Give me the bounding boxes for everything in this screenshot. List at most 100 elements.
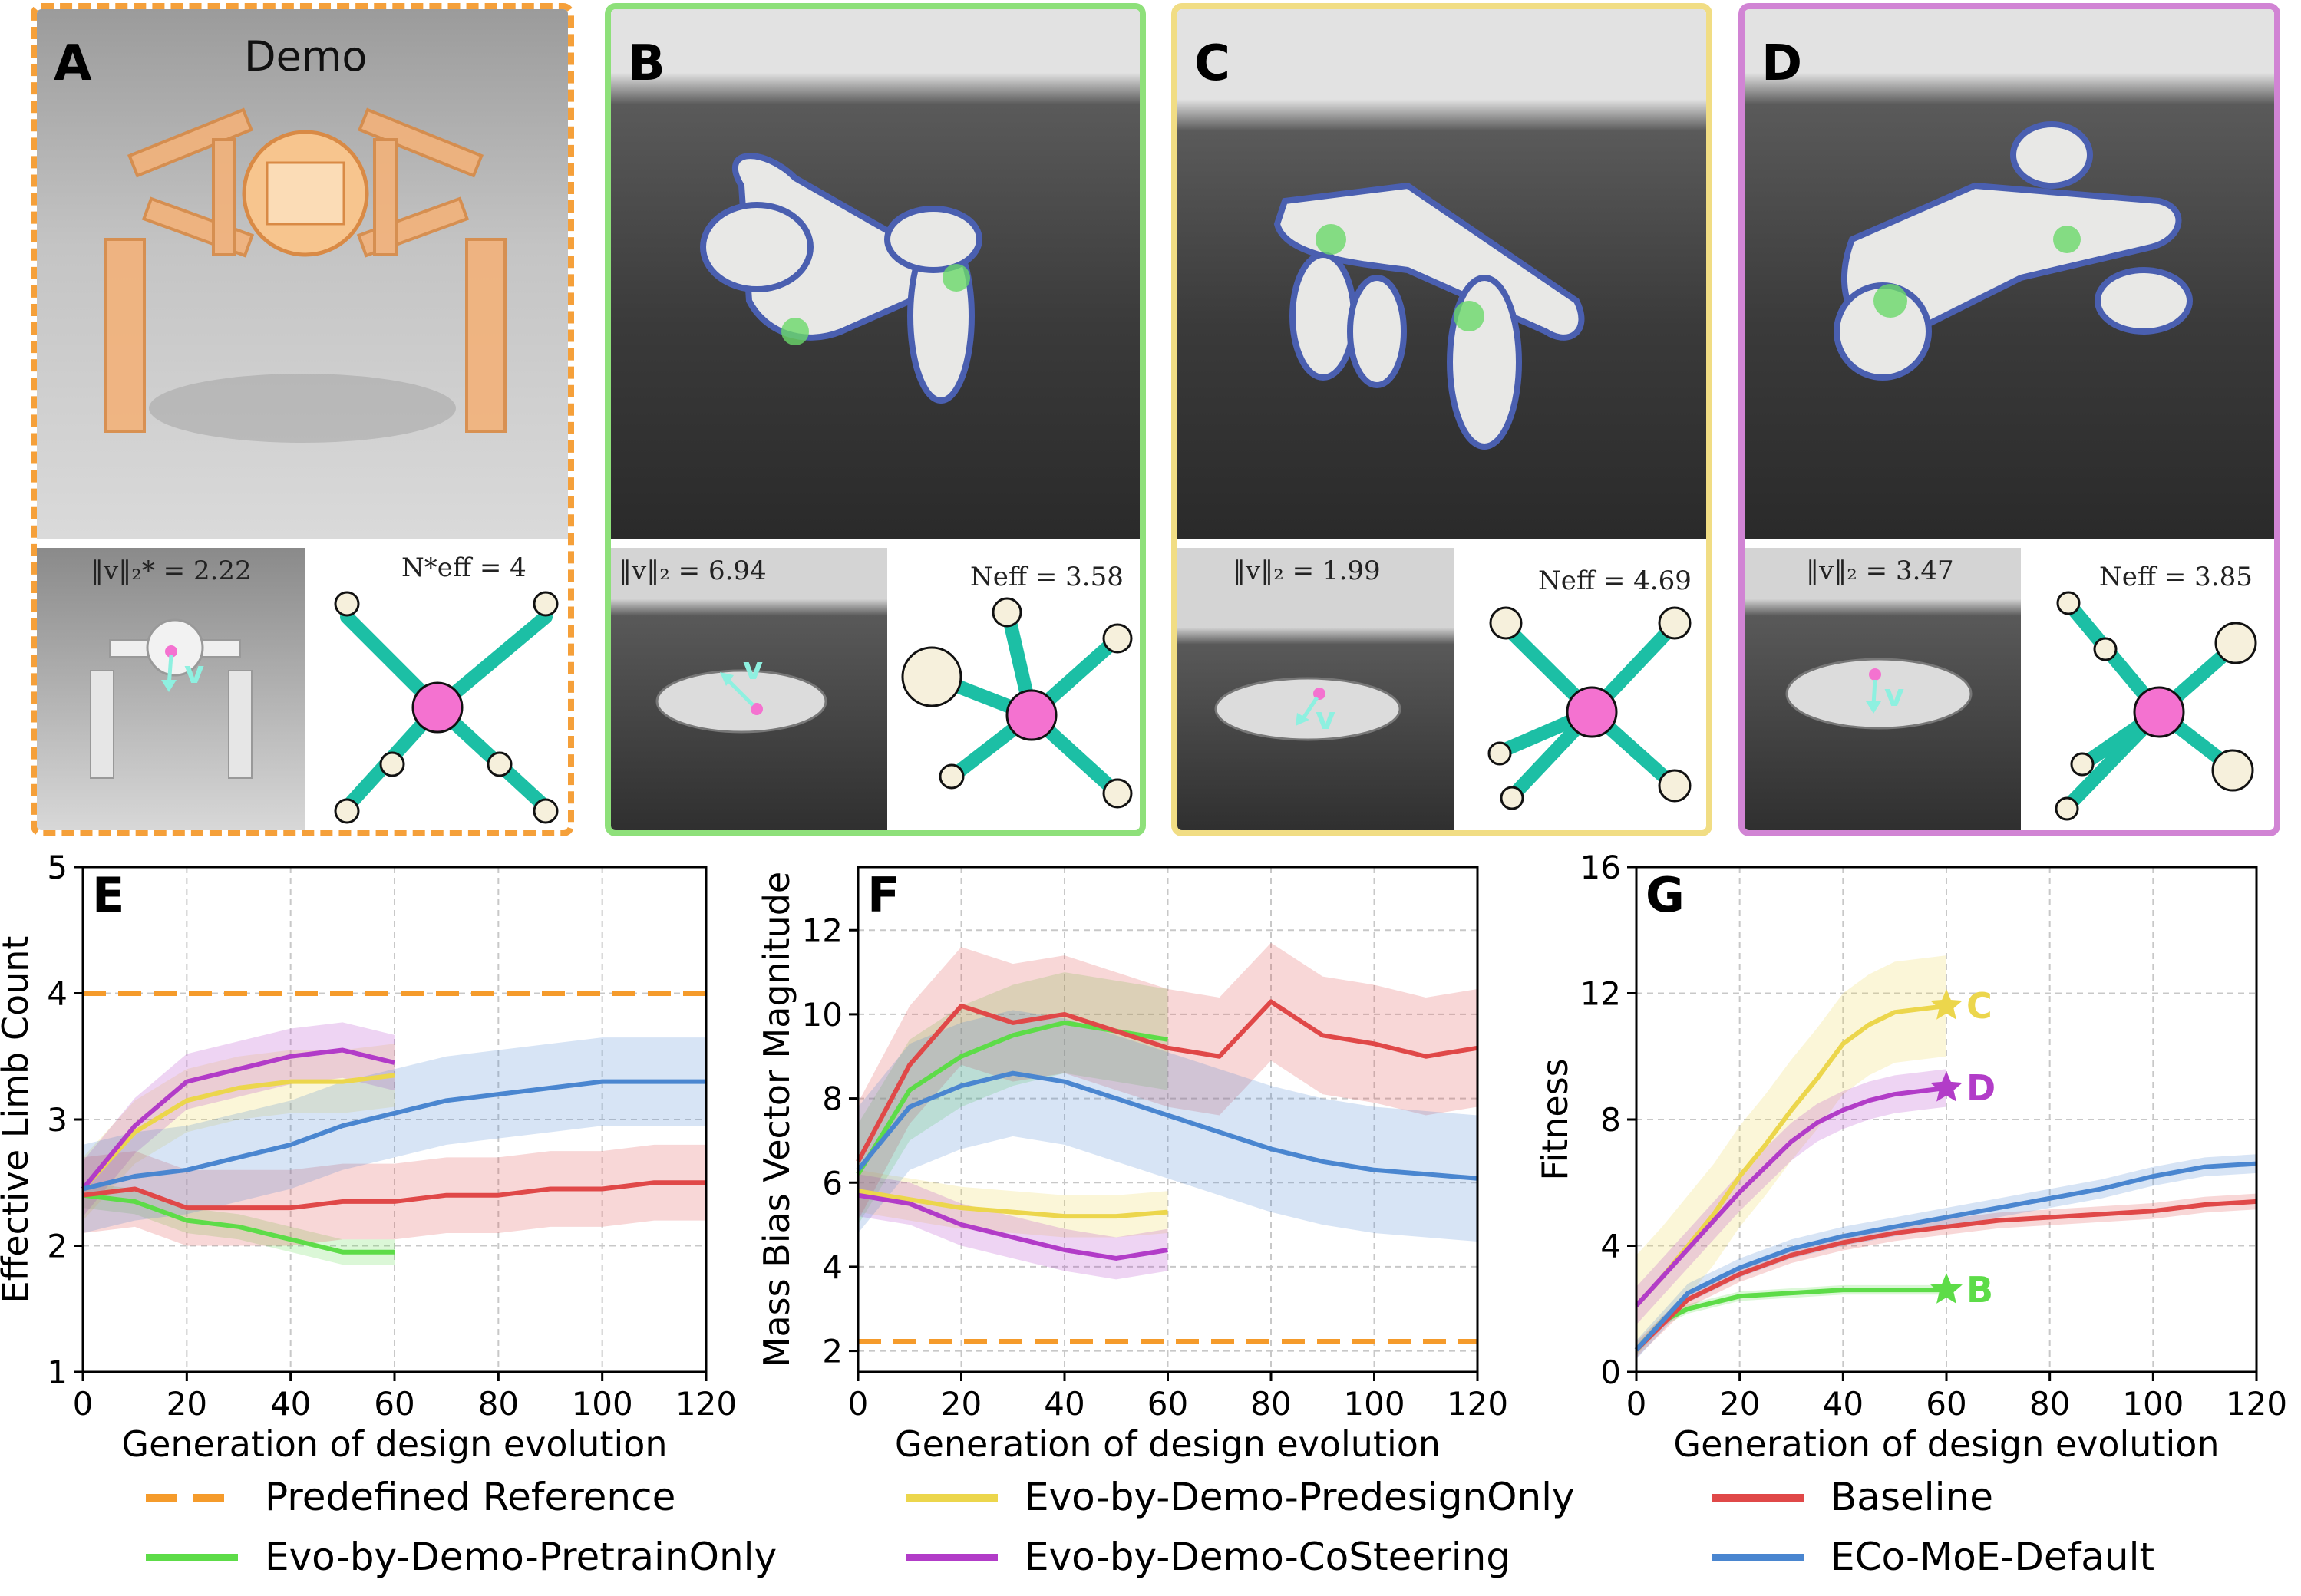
y-axis-label: Effective Limb Count <box>0 936 36 1304</box>
panel-label: E <box>92 867 124 923</box>
x-tick-label: 120 <box>2226 1385 2287 1423</box>
series-line <box>1634 1003 1947 1307</box>
x-tick-label: 40 <box>1044 1385 1084 1423</box>
series-line <box>1634 1288 1946 1352</box>
series-band <box>83 1044 395 1221</box>
series-line <box>857 1189 1168 1219</box>
y-tick-label: 6 <box>822 1164 843 1202</box>
panel-d-label: D <box>1761 35 1803 92</box>
x-tick-label: 20 <box>167 1385 207 1423</box>
panel-label: F <box>867 867 900 923</box>
series-band <box>1636 955 1946 1357</box>
panel-b-render <box>611 9 1140 539</box>
x-tick-label: 80 <box>478 1385 519 1423</box>
panel-d-neff: Neff = 3.85 <box>2099 562 2253 592</box>
y-tick-label: 10 <box>802 996 843 1034</box>
y-tick-label: 8 <box>822 1080 843 1118</box>
panel-a-thumbnail: ‖v‖₂* = 2.22 v <box>37 548 305 830</box>
panel-c-label: C <box>1194 35 1230 92</box>
endpoint-star <box>1930 988 1963 1020</box>
legend-label: Evo-by-Demo-PretrainOnly <box>265 1535 777 1579</box>
panel-d-mass-bias: ‖v‖₂ = 3.47 <box>1806 556 1954 586</box>
panel-a-vector-label: v <box>184 655 205 691</box>
endpoint-label: B <box>1966 1269 1993 1311</box>
x-tick-label: 0 <box>848 1385 869 1423</box>
panel-a-limb-graph <box>334 591 559 824</box>
y-tick-label: 12 <box>1580 975 1621 1013</box>
legend-label: Evo-by-Demo-PredesignOnly <box>1025 1475 1575 1519</box>
x-tick-label: 40 <box>270 1385 311 1423</box>
legend-label: ECo-MoE-Default <box>1831 1535 2154 1579</box>
series-band <box>83 1144 706 1246</box>
panel-d: D ‖v‖₂ = 3.47 v Neff = 3.85 <box>1738 3 2280 836</box>
y-tick-label: 4 <box>47 975 68 1013</box>
series-line <box>857 1192 1168 1261</box>
panel-label: G <box>1646 867 1685 923</box>
panel-d-limb-graph <box>2055 591 2257 821</box>
legend-label: Predefined Reference <box>265 1475 675 1519</box>
x-tick-label: 60 <box>1926 1385 1966 1423</box>
series-line <box>1634 1199 2257 1352</box>
endpoint-label: D <box>1966 1067 1996 1109</box>
panel-c-render <box>1177 9 1706 539</box>
x-tick-label: 20 <box>941 1385 982 1423</box>
panel-a-render <box>37 9 568 539</box>
legend-item: ECo-MoE-Default <box>1712 1535 2154 1579</box>
series-band <box>1636 1193 2256 1358</box>
series-band <box>858 1010 1477 1242</box>
legend-item: Evo-by-Demo-CoSteering <box>906 1535 1510 1579</box>
series-band <box>858 972 1168 1225</box>
y-tick-label: 16 <box>1580 849 1621 886</box>
panel-c-thumbnail: ‖v‖₂ = 1.99 v <box>1177 548 1454 830</box>
series-line <box>82 1192 395 1255</box>
panel-c: C ‖v‖₂ = 1.99 v Neff = 4.69 <box>1171 3 1712 836</box>
plot-frame <box>857 866 1479 1373</box>
panel-c-limb-graph <box>1487 606 1692 810</box>
series-line <box>82 1180 706 1211</box>
x-tick-label: 120 <box>675 1385 737 1423</box>
y-tick-label: 2 <box>47 1228 68 1265</box>
endpoint-label: C <box>1966 985 1992 1027</box>
x-tick-label: 100 <box>2122 1385 2184 1423</box>
series-band <box>858 1169 1168 1238</box>
panel-c-vector-label: v <box>1316 701 1336 737</box>
legend-item: Evo-by-Demo-PredesignOnly <box>906 1475 1575 1519</box>
series-line <box>82 1079 706 1192</box>
x-tick-label: 120 <box>1447 1385 1508 1423</box>
panel-b-thumbnail: ‖v‖₂ = 6.94 v <box>611 548 887 830</box>
y-axis-label: Mass Bias Vector Magnitude <box>756 872 797 1367</box>
y-tick-label: 2 <box>822 1333 843 1370</box>
endpoint-star <box>1930 1070 1963 1102</box>
panel-a-title: Demo <box>244 32 368 81</box>
panel-c-neff: Neff = 4.69 <box>1538 566 1692 596</box>
y-tick-label: 4 <box>822 1248 843 1286</box>
y-axis-label: Fitness <box>1534 1058 1576 1180</box>
y-tick-label: 3 <box>47 1101 68 1139</box>
series-line <box>856 1020 1168 1176</box>
series-band <box>83 1037 706 1234</box>
legend: Predefined Reference Evo-by-Demo-Predesig… <box>146 1475 2154 1579</box>
x-tick-label: 20 <box>1719 1385 1760 1423</box>
x-tick-label: 80 <box>1250 1385 1291 1423</box>
x-tick-label: 100 <box>572 1385 633 1423</box>
series-line <box>856 1070 1478 1181</box>
panel-b-vector-label: v <box>743 651 764 687</box>
panel-d-thumbnail: ‖v‖₂ = 3.47 v <box>1745 548 2021 830</box>
series-band <box>858 1174 1168 1280</box>
y-tick-label: 1 <box>47 1354 68 1391</box>
demo-robot-image <box>104 107 507 443</box>
series-line <box>1634 1161 2257 1352</box>
legend-item: Evo-by-Demo-PretrainOnly <box>146 1535 777 1579</box>
series-line <box>1634 1085 1947 1307</box>
series-band <box>858 942 1477 1221</box>
y-tick-label: 8 <box>1600 1101 1621 1139</box>
legend-label: Evo-by-Demo-CoSteering <box>1025 1535 1510 1579</box>
panel-d-vector-label: v <box>1884 678 1905 714</box>
panel-a-neff: N*eff = 4 <box>401 552 527 583</box>
legend-item: Baseline <box>1712 1475 1993 1519</box>
legend-label: Baseline <box>1831 1475 1993 1519</box>
panel-a-mass-bias: ‖v‖₂* = 2.22 <box>91 556 252 586</box>
